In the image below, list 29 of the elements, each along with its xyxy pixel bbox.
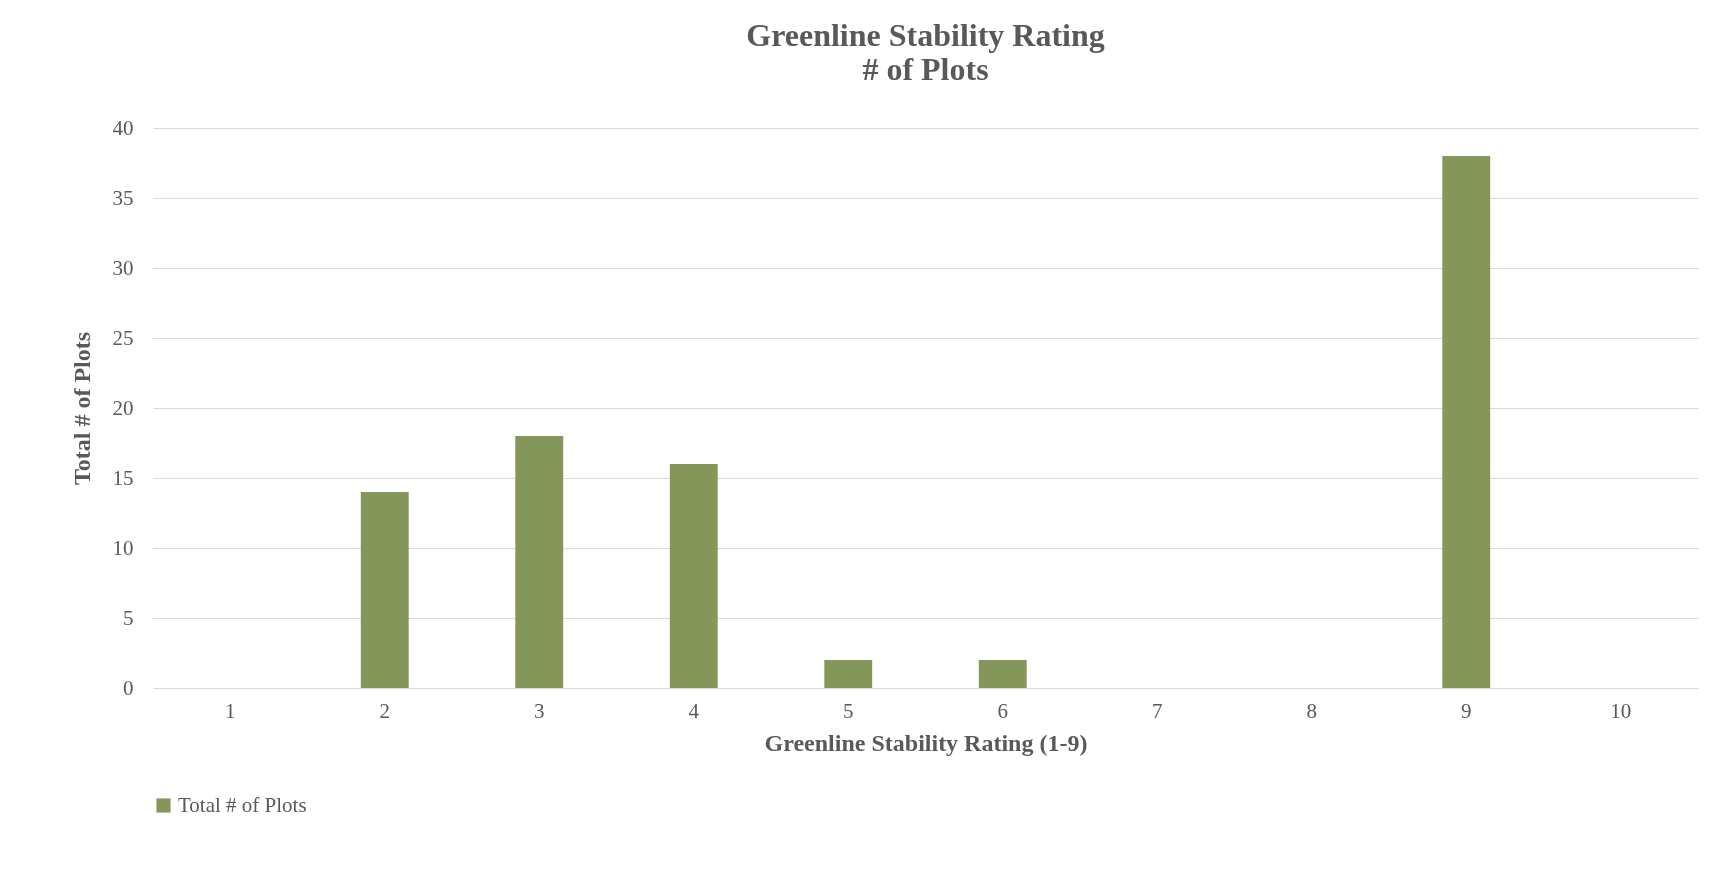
x-tick-label: 9 bbox=[1461, 698, 1472, 723]
y-tick-label: 20 bbox=[112, 395, 134, 420]
y-tick-label: 30 bbox=[112, 255, 134, 280]
bar bbox=[360, 492, 409, 688]
x-tick-label: 10 bbox=[1610, 698, 1632, 723]
x-axis-title: Greenline Stability Rating (1-9) bbox=[764, 729, 1088, 756]
x-tick-label: 8 bbox=[1306, 698, 1317, 723]
chart-title: Greenline Stability Rating # of Plots bbox=[746, 17, 1105, 87]
bar bbox=[515, 436, 564, 688]
x-tick-label: 1 bbox=[225, 698, 236, 723]
x-tick-label: 2 bbox=[379, 698, 390, 723]
x-tick-label: 4 bbox=[688, 698, 700, 723]
bar bbox=[824, 660, 873, 688]
y-tick-label: 15 bbox=[112, 465, 134, 490]
x-tick-label: 6 bbox=[997, 698, 1008, 723]
y-tick-label: 5 bbox=[123, 605, 134, 630]
y-tick-label: 35 bbox=[112, 185, 134, 210]
y-tick-label: 25 bbox=[112, 325, 134, 350]
y-tick-label: 40 bbox=[112, 115, 134, 140]
y-tick-label: 10 bbox=[112, 535, 134, 560]
y-axis-title: Total # of Plots bbox=[68, 331, 95, 486]
legend-label: Total # of Plots bbox=[178, 792, 307, 817]
x-tick-label: 3 bbox=[534, 698, 545, 723]
bar bbox=[1442, 156, 1491, 688]
bar bbox=[978, 660, 1027, 688]
x-tick-label: 5 bbox=[843, 698, 854, 723]
bar bbox=[669, 464, 718, 688]
x-tick-label: 7 bbox=[1152, 698, 1163, 723]
y-tick-label: 0 bbox=[123, 675, 134, 700]
